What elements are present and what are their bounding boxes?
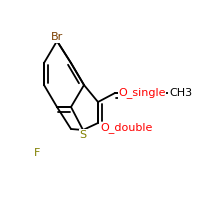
Text: F: F bbox=[34, 148, 40, 158]
Text: O_single: O_single bbox=[118, 88, 166, 98]
Text: Br: Br bbox=[51, 32, 63, 42]
Text: S: S bbox=[79, 130, 87, 140]
Text: O_double: O_double bbox=[101, 123, 153, 133]
Text: CH3: CH3 bbox=[169, 88, 192, 98]
